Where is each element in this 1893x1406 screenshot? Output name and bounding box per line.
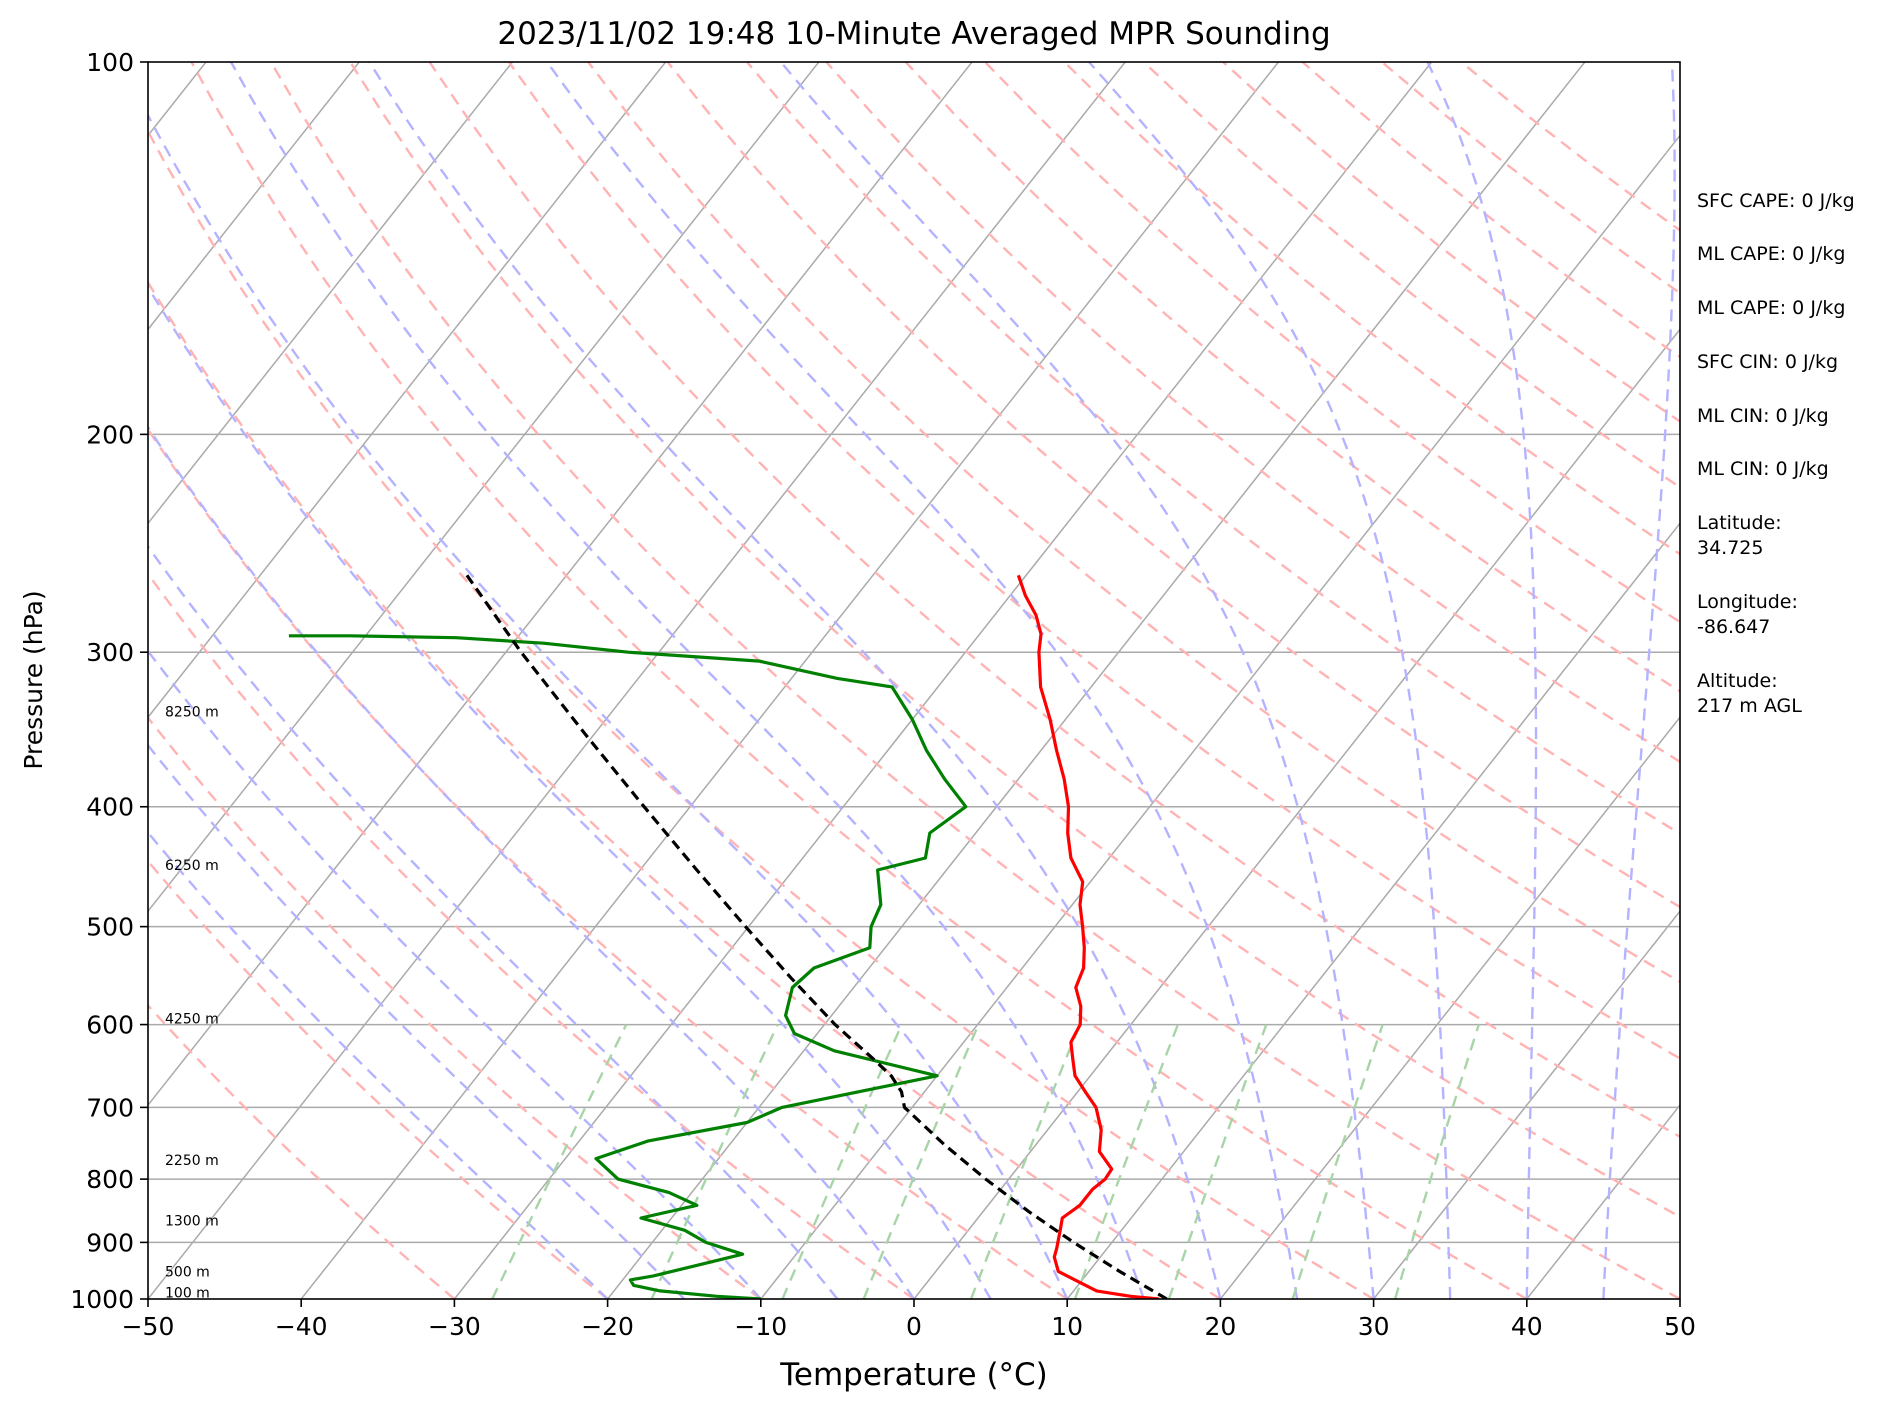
- height-label: 4250 m: [165, 1011, 219, 1027]
- height-label: 8250 m: [165, 704, 219, 720]
- isotherm-line: [1372, 909, 1680, 1299]
- isotherm-line: [148, 62, 820, 913]
- moist-adiabat-line: [148, 649, 762, 1299]
- dry-adiabat-line: [148, 280, 1222, 1299]
- mixing-ratio-line: [969, 1024, 1081, 1299]
- isotherm-line: [759, 134, 1680, 1299]
- mixing-ratio-line: [862, 1024, 980, 1299]
- mixing-ratio-line: [781, 1024, 903, 1299]
- isotherm-line: [1219, 716, 1680, 1299]
- temperature-trace: [1016, 574, 1160, 1299]
- dry-adiabat-line: [148, 128, 1375, 1299]
- dewpoint-trace: [288, 634, 968, 1299]
- moist-adiabat-line: [1602, 62, 1676, 1299]
- dry-adiabat-line: [587, 62, 1680, 984]
- x-axis-ticks: −50 −40 −30 −20 −10 0 10 20 30 40 50: [122, 1299, 1696, 1341]
- moist-adiabat-line: [148, 425, 915, 1299]
- height-label: 6250 m: [165, 858, 219, 874]
- x-tick-label: 0: [906, 1312, 922, 1341]
- isotherm-line: [148, 62, 973, 1107]
- x-tick-label: 30: [1358, 1312, 1390, 1341]
- mixing-ratio-line: [1167, 1024, 1268, 1299]
- x-tick-label: −10: [734, 1312, 787, 1341]
- ml-cin-text-2: ML CIN: 0 J/kg: [1697, 458, 1829, 480]
- height-label: 500 m: [165, 1264, 210, 1280]
- longitude-text: Longitude: -86.647: [1697, 591, 1798, 638]
- y-tick-label: 600: [86, 1011, 134, 1040]
- moist-adiabat-line: [148, 284, 992, 1299]
- x-tick-label: −30: [428, 1312, 481, 1341]
- sounding-traces: [288, 574, 1168, 1299]
- moist-adiabat-line: [546, 62, 1299, 1299]
- sfc-cin-text: SFC CIN: 0 J/kg: [1697, 351, 1839, 373]
- moist-adiabat-line: [148, 112, 1069, 1299]
- dry-adiabat-line: [666, 62, 1680, 909]
- x-tick-label: −50: [122, 1312, 175, 1341]
- y-tick-label: 100: [86, 48, 134, 77]
- isotherm-line: [148, 62, 361, 331]
- height-label: 1300 m: [165, 1213, 219, 1229]
- y-tick-label: 1000: [70, 1285, 134, 1314]
- isotherm-line: [1066, 522, 1680, 1299]
- height-label: 100 m: [165, 1286, 210, 1302]
- y-tick-label: 400: [86, 793, 134, 822]
- ml-cape-text-2: ML CAPE: 0 J/kg: [1697, 297, 1846, 319]
- dry-adiabat-line: [984, 62, 1680, 624]
- y-tick-label: 700: [86, 1093, 134, 1122]
- isotherm-line: [148, 62, 667, 719]
- moist-adiabat-line: [148, 830, 609, 1299]
- y-tick-label: 500: [86, 913, 134, 942]
- moist-adiabat-line: [1088, 62, 1452, 1299]
- moist-adiabat-line: [148, 544, 839, 1299]
- isotherm-line: [148, 62, 514, 525]
- x-tick-label: −40: [275, 1312, 328, 1341]
- y-tick-label: 200: [86, 420, 134, 449]
- dry-adiabat-line: [349, 62, 1680, 1219]
- altitude-text: Altitude: 217 m AGL: [1697, 670, 1802, 717]
- sfc-cape-text: SFC CAPE: 0 J/kg: [1697, 190, 1855, 212]
- x-tick-label: 50: [1664, 1312, 1696, 1341]
- isotherm-line: [148, 62, 1127, 1299]
- y-tick-label: 900: [86, 1228, 134, 1257]
- y-axis-ticks: 100 200 300 400 500 600 700 800 900 1000: [70, 48, 148, 1314]
- isotherm-line: [913, 328, 1680, 1299]
- x-tick-label: 10: [1051, 1312, 1083, 1341]
- moist-adiabat-line: [1426, 62, 1538, 1299]
- mixing-ratio-line: [491, 1024, 628, 1299]
- background-lines: [148, 62, 1680, 1299]
- moist-adiabat-line: [779, 62, 1375, 1299]
- dry-adiabat-line: [148, 571, 915, 1299]
- chart-title: 2023/11/02 19:48 10-Minute Averaged MPR …: [497, 16, 1330, 52]
- dry-adiabat-line: [507, 62, 1680, 1060]
- mixing-ratio-line: [650, 1024, 779, 1299]
- x-tick-label: 40: [1511, 1312, 1543, 1341]
- y-axis-label: Pressure (hPa): [19, 590, 48, 769]
- mixing-ratio-line: [1291, 1024, 1384, 1299]
- dry-adiabat-line: [746, 62, 1680, 836]
- isotherm-line: [453, 62, 1433, 1299]
- height-labels: 100 m 500 m 1300 m 2250 m 4250 m 6250 m 8250 m: [165, 704, 219, 1301]
- latitude-text: Latitude: 34.725: [1697, 512, 1782, 559]
- x-tick-label: −20: [581, 1312, 634, 1341]
- parcel-path-trace: [465, 574, 1168, 1299]
- x-tick-label: 20: [1204, 1312, 1236, 1341]
- mixing-ratio-line: [1073, 1024, 1180, 1299]
- x-axis-label: Temperature (°C): [779, 1357, 1048, 1393]
- dry-adiabat-line: [148, 715, 762, 1299]
- moist-adiabat-line: [229, 62, 1145, 1299]
- y-tick-label: 800: [86, 1165, 134, 1194]
- ml-cape-text: ML CAPE: 0 J/kg: [1697, 243, 1846, 265]
- mixing-ratio-line: [1393, 1024, 1480, 1299]
- ml-cin-text: ML CIN: 0 J/kg: [1697, 405, 1829, 427]
- moist-adiabat-line: [368, 62, 1222, 1299]
- y-tick-label: 300: [86, 638, 134, 667]
- moist-adiabat-line: [148, 743, 686, 1299]
- isotherm-line: [300, 62, 1280, 1299]
- height-label: 2250 m: [165, 1153, 219, 1169]
- isotherm-line: [606, 62, 1586, 1299]
